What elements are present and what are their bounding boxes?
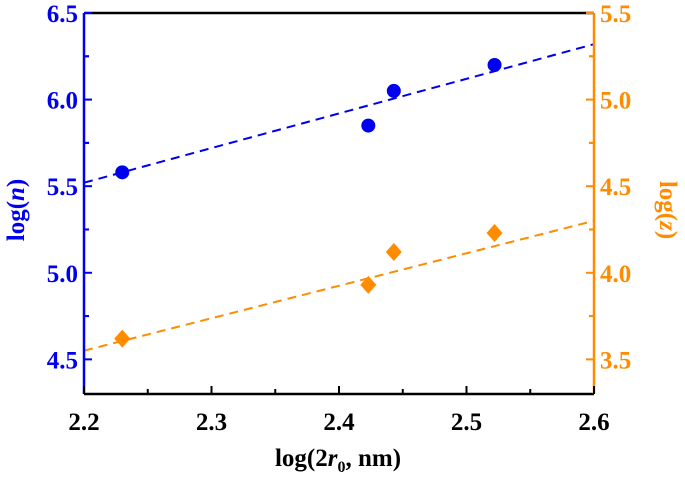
fit-line-0: [83, 43, 595, 184]
y-tick-label-right: 4.5: [600, 174, 631, 201]
y-axis-left-label: log(n): [3, 179, 30, 242]
y-tick-label-right: 4.0: [600, 261, 631, 288]
fit-line-1: [83, 219, 595, 352]
y-tick-label-right: 5.0: [600, 88, 631, 115]
data-point-diamond: [486, 223, 503, 242]
x-tick-label: 2.5: [451, 409, 482, 436]
data-point-circle: [361, 118, 376, 133]
data-point-circle: [115, 165, 130, 180]
y-tick-label-left: 4.5: [47, 347, 78, 374]
data-point-circle: [386, 83, 401, 98]
data-point-diamond: [360, 275, 377, 294]
data-point-diamond: [385, 242, 402, 261]
y-tick-label-left: 5.0: [47, 261, 78, 288]
y-axis-right-label: log(z): [654, 181, 681, 239]
y-tick-label-right: 3.5: [600, 347, 631, 374]
x-tick-label: 2.6: [578, 409, 609, 436]
x-axis-label: log(2r0, nm): [275, 445, 401, 476]
y-tick-label-left: 5.5: [47, 174, 78, 201]
data-point-diamond: [114, 329, 131, 348]
x-tick-label: 2.3: [196, 409, 227, 436]
y-tick-label-right: 5.5: [600, 1, 631, 28]
y-tick-label-left: 6.0: [47, 88, 78, 115]
x-tick-label: 2.4: [323, 409, 355, 436]
y-tick-label-left: 6.5: [47, 1, 78, 28]
data-point-circle: [487, 57, 502, 72]
x-tick-label: 2.2: [68, 409, 99, 436]
